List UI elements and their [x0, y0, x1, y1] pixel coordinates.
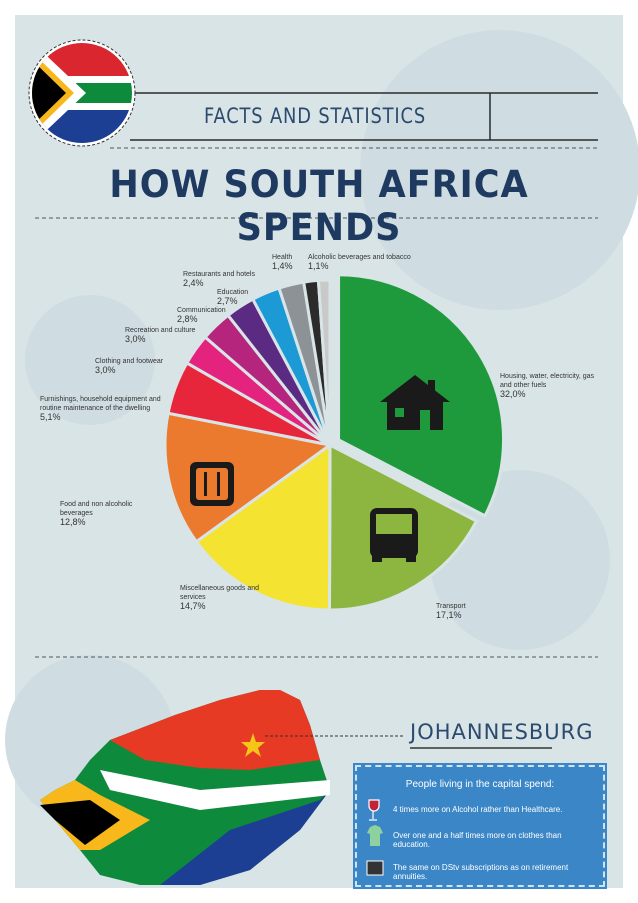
box-icons: [366, 799, 384, 876]
slice-value: 3,0%: [95, 365, 116, 375]
box-title: People living in the capital spend:: [405, 779, 555, 790]
slice-name: Food and non alcoholic beverages: [60, 501, 133, 517]
slice-label: Housing, water, electricity, gas and oth…: [500, 372, 605, 399]
slice-value: 5,1%: [40, 412, 61, 422]
deco-circle: [430, 470, 610, 650]
slice-label: Alcoholic beverages and tobacco 1,1%: [308, 253, 448, 271]
info-item: 4 times more on Alcohol rather than Heal…: [393, 805, 563, 814]
slice-name: Transport: [436, 603, 466, 610]
slice-label: Recreation and culture 3,0%: [125, 326, 225, 344]
slice-name: Communication: [177, 307, 226, 314]
info-item: The same on DStv subscriptions as on ret…: [393, 863, 569, 881]
deco-circle: [25, 295, 155, 425]
slice-label: Clothing and footwear 3,0%: [95, 357, 185, 375]
slice-value: 2,7%: [217, 296, 238, 306]
slice-name: Housing, water, electricity, gas and oth…: [500, 373, 595, 389]
deco-circle: [360, 30, 638, 310]
slice-value: 32,0%: [500, 389, 526, 399]
slice-value: 1,4%: [272, 261, 293, 271]
slice-value: 3,0%: [125, 334, 146, 344]
slice-value: 1,1%: [308, 261, 329, 271]
slice-name: Miscellaneous goods and services: [180, 585, 259, 601]
pie-slice: [163, 411, 334, 544]
slice-name: Education: [217, 289, 249, 296]
icons: [190, 375, 450, 562]
city-name: JOHANNESBURG: [410, 720, 594, 744]
map: [40, 690, 552, 885]
slice-label: Health 1,4%: [272, 253, 307, 271]
slice-label: Miscellaneous goods and services 14,7%: [180, 584, 270, 611]
slice-label: Communication 2,8%: [177, 306, 257, 324]
pie-slice: [316, 278, 332, 446]
slice-name: Recreation and culture: [125, 327, 196, 334]
slice-label: Food and non alcoholic beverages 12,8%: [60, 500, 160, 527]
slice-name: Alcoholic beverages and tobacco: [308, 254, 411, 261]
pie-slice: [194, 442, 332, 612]
slice-value: 14,7%: [180, 601, 206, 611]
slice-name: Health: [272, 254, 293, 261]
slice-label: Furnishings, household equipment and rou…: [40, 395, 180, 422]
slice-label: Restaurants and hotels 2,4%: [183, 270, 273, 288]
slice-name: Furnishings, household equipment and rou…: [40, 396, 161, 412]
slice-name: Clothing and footwear: [95, 358, 164, 365]
slice-value: 12,8%: [60, 517, 86, 527]
slice-value: 2,8%: [177, 314, 198, 324]
slice-name: Restaurants and hotels: [183, 271, 255, 278]
slice-label: Transport 17,1%: [436, 602, 516, 620]
subtitle: FACTS AND STATISTICS: [203, 104, 427, 128]
info-box: People living in the capital spend: 4 ti…: [353, 763, 607, 889]
slice-value: 17,1%: [436, 610, 462, 620]
info-item: Over one and a half times more on clothe…: [393, 831, 562, 849]
title: HOW SOUTH AFRICA SPENDS: [109, 163, 529, 249]
slice-label: Education 2,7%: [217, 288, 277, 306]
slice-value: 2,4%: [183, 278, 204, 288]
